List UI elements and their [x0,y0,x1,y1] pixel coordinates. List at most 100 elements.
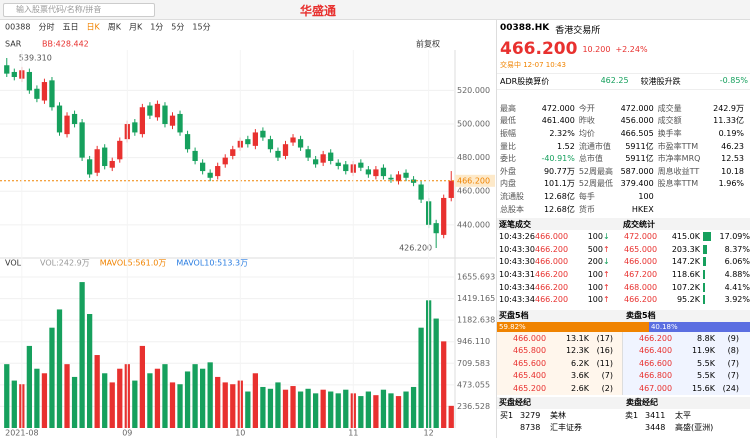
deal-bar-track: 8.37% [703,244,750,254]
deal-price: 467.200 [624,269,658,279]
stat-value: 472.000 [541,103,575,113]
book-cell: (16) [596,346,613,356]
vol-tick-label: 236.528 [457,402,490,411]
book-cell: 465.600 [513,358,547,368]
book-ratio: 59.82% 40.18% [497,321,750,332]
name: 香港交易所 [555,26,601,36]
adr-diff-label: 较港股升跌 [640,77,681,86]
vol-bar [380,389,387,428]
book-cell: (17) [596,333,613,343]
stat-label: 昨收 [578,116,595,126]
stat-label: 货币 [578,204,595,214]
tab[interactable]: 五日 [62,23,78,32]
trade-cell: 466.200 [535,269,569,279]
tab[interactable]: 15分 [192,23,210,32]
y-tick-label: 480.000 [457,153,490,162]
broker-side: 买1 3279 美林 8738 汇丰证券 [497,409,622,434]
vol-bar [11,380,17,428]
book-cell: 466.200 [639,333,673,343]
vol-bar [94,355,100,428]
chart-panel: SAR BB:428.442 前复权 00388 分时 五日 日K 周K 月K 1分 5分 15… [0,22,495,438]
candle-body [162,105,168,125]
adjust[interactable]: 前复权 [416,39,440,49]
trade-row: 10:43:31 466.200 100 ↑ [497,268,621,281]
tab[interactable]: 周K [108,23,122,32]
candle-body [199,162,206,172]
stat-value: 5911亿 [625,141,654,151]
deal-pct: 8.37% [724,244,750,254]
candle-body [433,223,439,234]
trade-cell: 10:43:34 [499,295,535,305]
candle-body [320,154,326,163]
candle-body [380,167,387,177]
vol-bar [373,395,379,428]
broker-cell: 3279 [520,410,541,420]
vol-bar [64,364,70,428]
bid-broker-title: 买盘经纪 [497,396,624,409]
tab[interactable]: 00388 [5,23,30,32]
book-row: 466.000 13.1K (17) [497,332,622,345]
stat-value: 46.23 [721,141,745,151]
tab[interactable]: 月K [129,23,143,32]
broker-row: 8738 汇丰证券 [497,421,622,434]
ask-ratio: 40.18% [648,321,750,332]
vol-bar [305,388,311,428]
vol-bar [79,282,85,428]
candle-body [297,139,304,148]
tab[interactable]: 分时 [38,22,54,32]
candle-body [147,105,153,116]
logo: 华盛通 [300,4,337,18]
trade-row: 10:43:34 466.200 100 ↑ [497,281,621,294]
broker-side: 卖1 3411 太平 3448 高盛(亚洲) [622,409,750,434]
book-cell: 8.8K [697,333,715,343]
vol-legend: VOL:242.9万 [40,259,90,268]
candle-body [64,115,70,135]
book-cell: 466.400 [639,346,673,356]
vol-bar [441,341,447,428]
tab[interactable]: 5分 [171,23,184,32]
deal-row: 472.000 415.0K 17.09% [621,230,750,243]
candle-body [207,172,213,178]
stat-value: 466.505 [620,128,654,138]
tab[interactable]: 日K [86,23,100,32]
adr-value: 462.25 [600,76,629,85]
deal-row: 468.000 107.2K 4.41% [621,281,750,294]
vol-bar [109,382,115,428]
deal-pct: 4.41% [724,282,750,292]
stat-label: 今开 [578,103,595,113]
stat-label: 市盈率TTM [657,141,699,151]
tab[interactable]: 1分 [150,23,163,32]
candle-body [117,140,123,160]
book-cell: (24) [722,384,739,394]
deal-bar-track: 3.92% [703,295,750,305]
candle-body [26,71,33,91]
stat-value: 12.53 [721,154,745,164]
indicator-value: BB:428.442 [42,40,89,49]
deal-volume: 118.6K [671,269,700,279]
candle-body [71,113,78,125]
candle-body [365,169,372,175]
stat-label: 流通市值 [578,141,611,151]
vol-tick-label: 473.055 [457,380,490,389]
deal-stats-title: 成交统计 [621,218,750,231]
broker-cell: 美林 [550,410,566,420]
stat-label: 流通股 [500,191,524,201]
vol-tick-label: 946.110 [457,337,490,346]
deal-row: 465.000 203.3K 8.37% [621,243,750,256]
trade-cell: ↓ [603,232,610,242]
deal-bar [703,269,706,279]
candle-body [290,137,296,143]
vol-bar [41,373,48,428]
date-label: 09 [122,429,132,438]
deal-bar [703,282,706,292]
book-cell: 5.5K [697,358,715,368]
quote-header: 00388.HK 香港交易所 [497,20,750,39]
search-box[interactable]: 输入股票代码/名称/拼音 [3,3,155,17]
candle-body [132,122,138,133]
candle-body [267,139,274,150]
book-cell: 6.2K [571,358,589,368]
stats-row: 最低 461.400 昨收 456.000 成交额 11.33亿 [500,115,748,128]
low-label: 426.200 [399,244,432,253]
vol-tick-label: 1419.165 [457,294,495,303]
stat-value: 242.9万 [713,103,745,113]
